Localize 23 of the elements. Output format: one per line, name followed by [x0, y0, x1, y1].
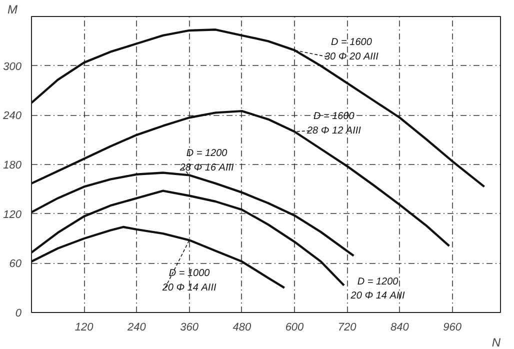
x-axis-title: N [492, 336, 501, 349]
y-axis-title: M [8, 2, 18, 16]
x-tick-label: 240 [126, 322, 147, 334]
y-tick-label: 120 [3, 208, 22, 221]
x-tick-label: 840 [390, 322, 410, 334]
y-tick-label: 180 [3, 160, 22, 172]
series-label: D = 1000 20 Φ 14 AIII [161, 268, 216, 294]
x-tick-label: 960 [443, 322, 462, 334]
y-tick-label: 240 [2, 110, 22, 122]
line-series [32, 28, 486, 188]
line-series [32, 226, 286, 289]
x-tick-label: 360 [180, 322, 200, 334]
y-tick-label: 300 [3, 60, 22, 73]
series-label: D = 1600 28 Φ 12 AIII [306, 111, 362, 136]
y-tick-label: 0 [15, 308, 22, 320]
x-tick-label: 600 [285, 322, 305, 334]
x-tick-label: 720 [338, 322, 358, 334]
line-series [32, 110, 450, 247]
y-tick-label: 60 [9, 258, 22, 270]
series-label: D = 1600 30 Φ 20 AIII [324, 37, 379, 62]
line-series [32, 172, 355, 257]
x-tick-label: 120 [74, 322, 94, 334]
x-tick-label: 480 [232, 322, 252, 334]
